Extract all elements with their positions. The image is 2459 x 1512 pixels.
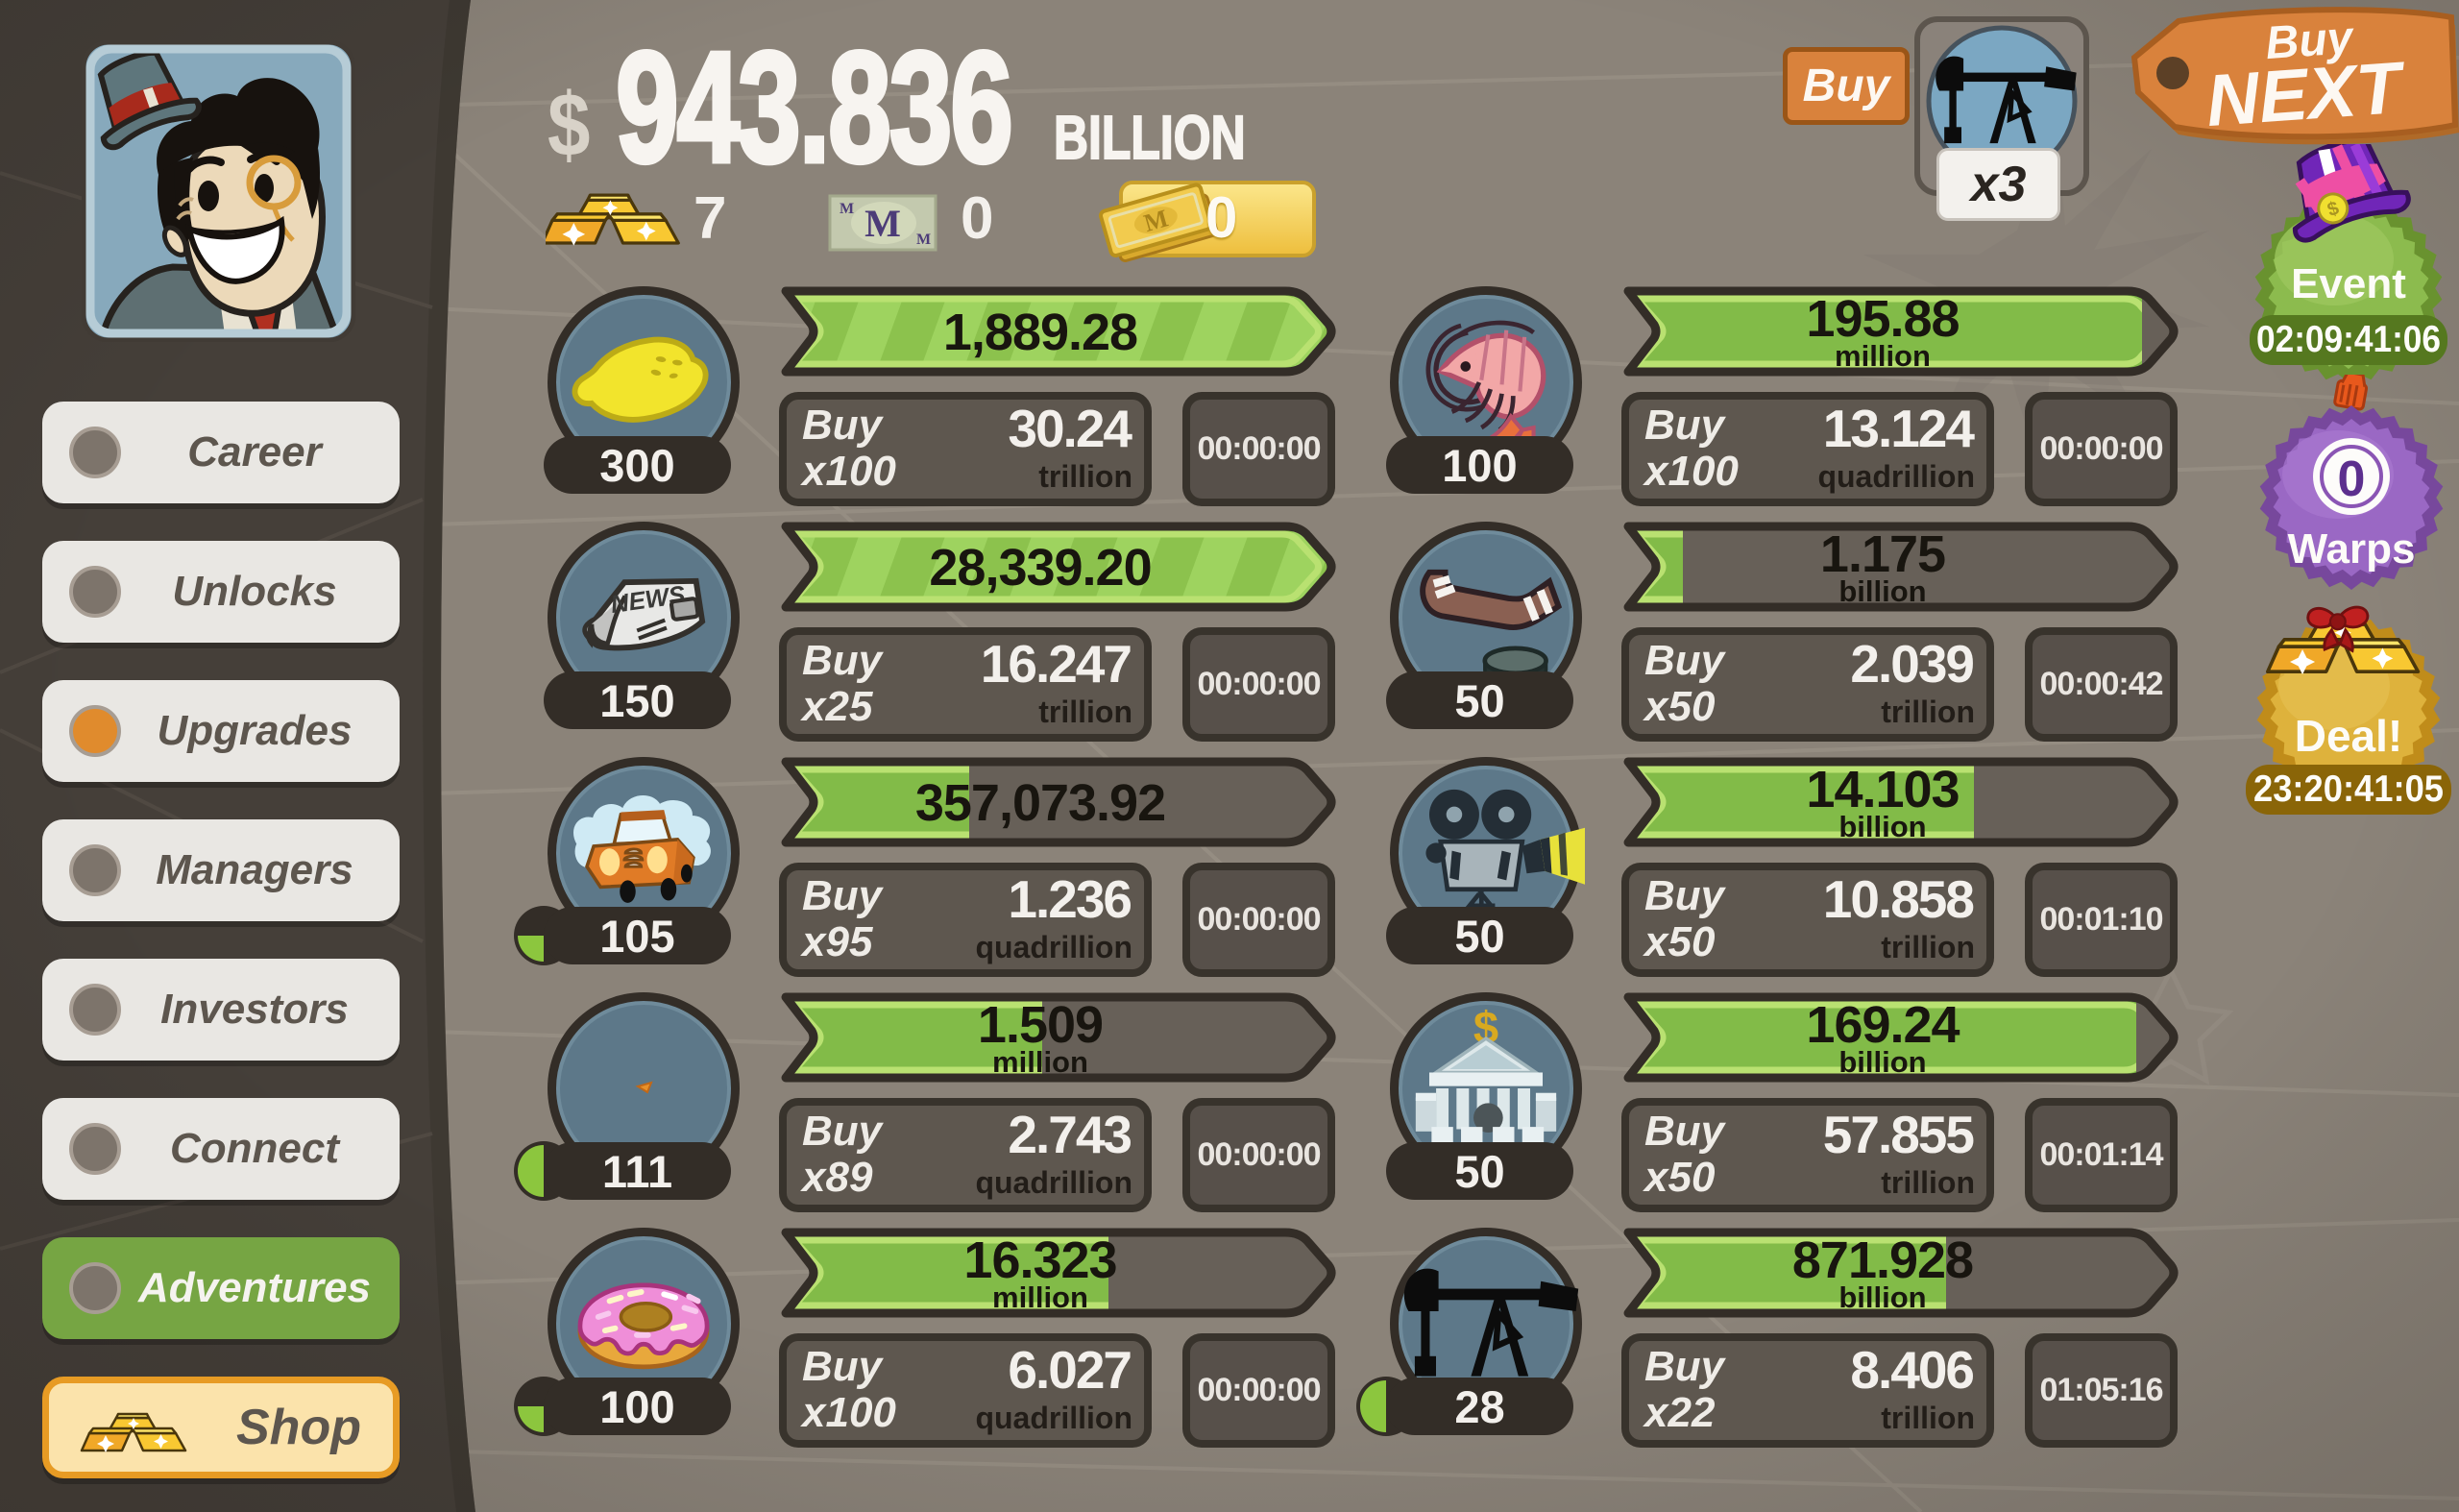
svg-text:Deal!: Deal! [2295,711,2402,761]
svg-text:billion: billion [1838,810,1926,843]
svg-text:million: million [992,1045,1088,1079]
svg-text:M: M [840,201,854,217]
svg-text:1,889.28: 1,889.28 [943,304,1137,361]
svg-text:16.323: 16.323 [963,1232,1116,1289]
svg-text:Warps: Warps [2288,525,2416,573]
svg-text:871.928: 871.928 [1792,1232,1973,1289]
svg-text:million: million [1835,339,1931,373]
svg-text:million: million [992,1280,1088,1314]
svg-text:23:20:41:05: 23:20:41:05 [2253,768,2444,810]
svg-text:1.175: 1.175 [1820,525,1945,583]
svg-text:195.88: 195.88 [1806,290,1959,348]
svg-text:357,073.92: 357,073.92 [915,774,1165,832]
svg-text:billion: billion [1838,1280,1926,1314]
svg-text:28,339.20: 28,339.20 [929,539,1151,597]
svg-text:Event: Event [2291,260,2406,307]
svg-text:Buy: Buy [2264,12,2356,69]
svg-text:billion: billion [1838,574,1926,608]
svg-text:M: M [864,202,901,245]
svg-text:M: M [916,232,931,248]
svg-text:02:09:41:06: 02:09:41:06 [2256,319,2441,360]
svg-text:14.103: 14.103 [1806,761,1959,818]
svg-text:NEXT: NEXT [2203,47,2409,142]
svg-text:0: 0 [2338,451,2366,507]
svg-text:billion: billion [1838,1045,1926,1079]
svg-text:1.509: 1.509 [978,996,1103,1054]
svg-text:169.24: 169.24 [1806,996,1960,1054]
